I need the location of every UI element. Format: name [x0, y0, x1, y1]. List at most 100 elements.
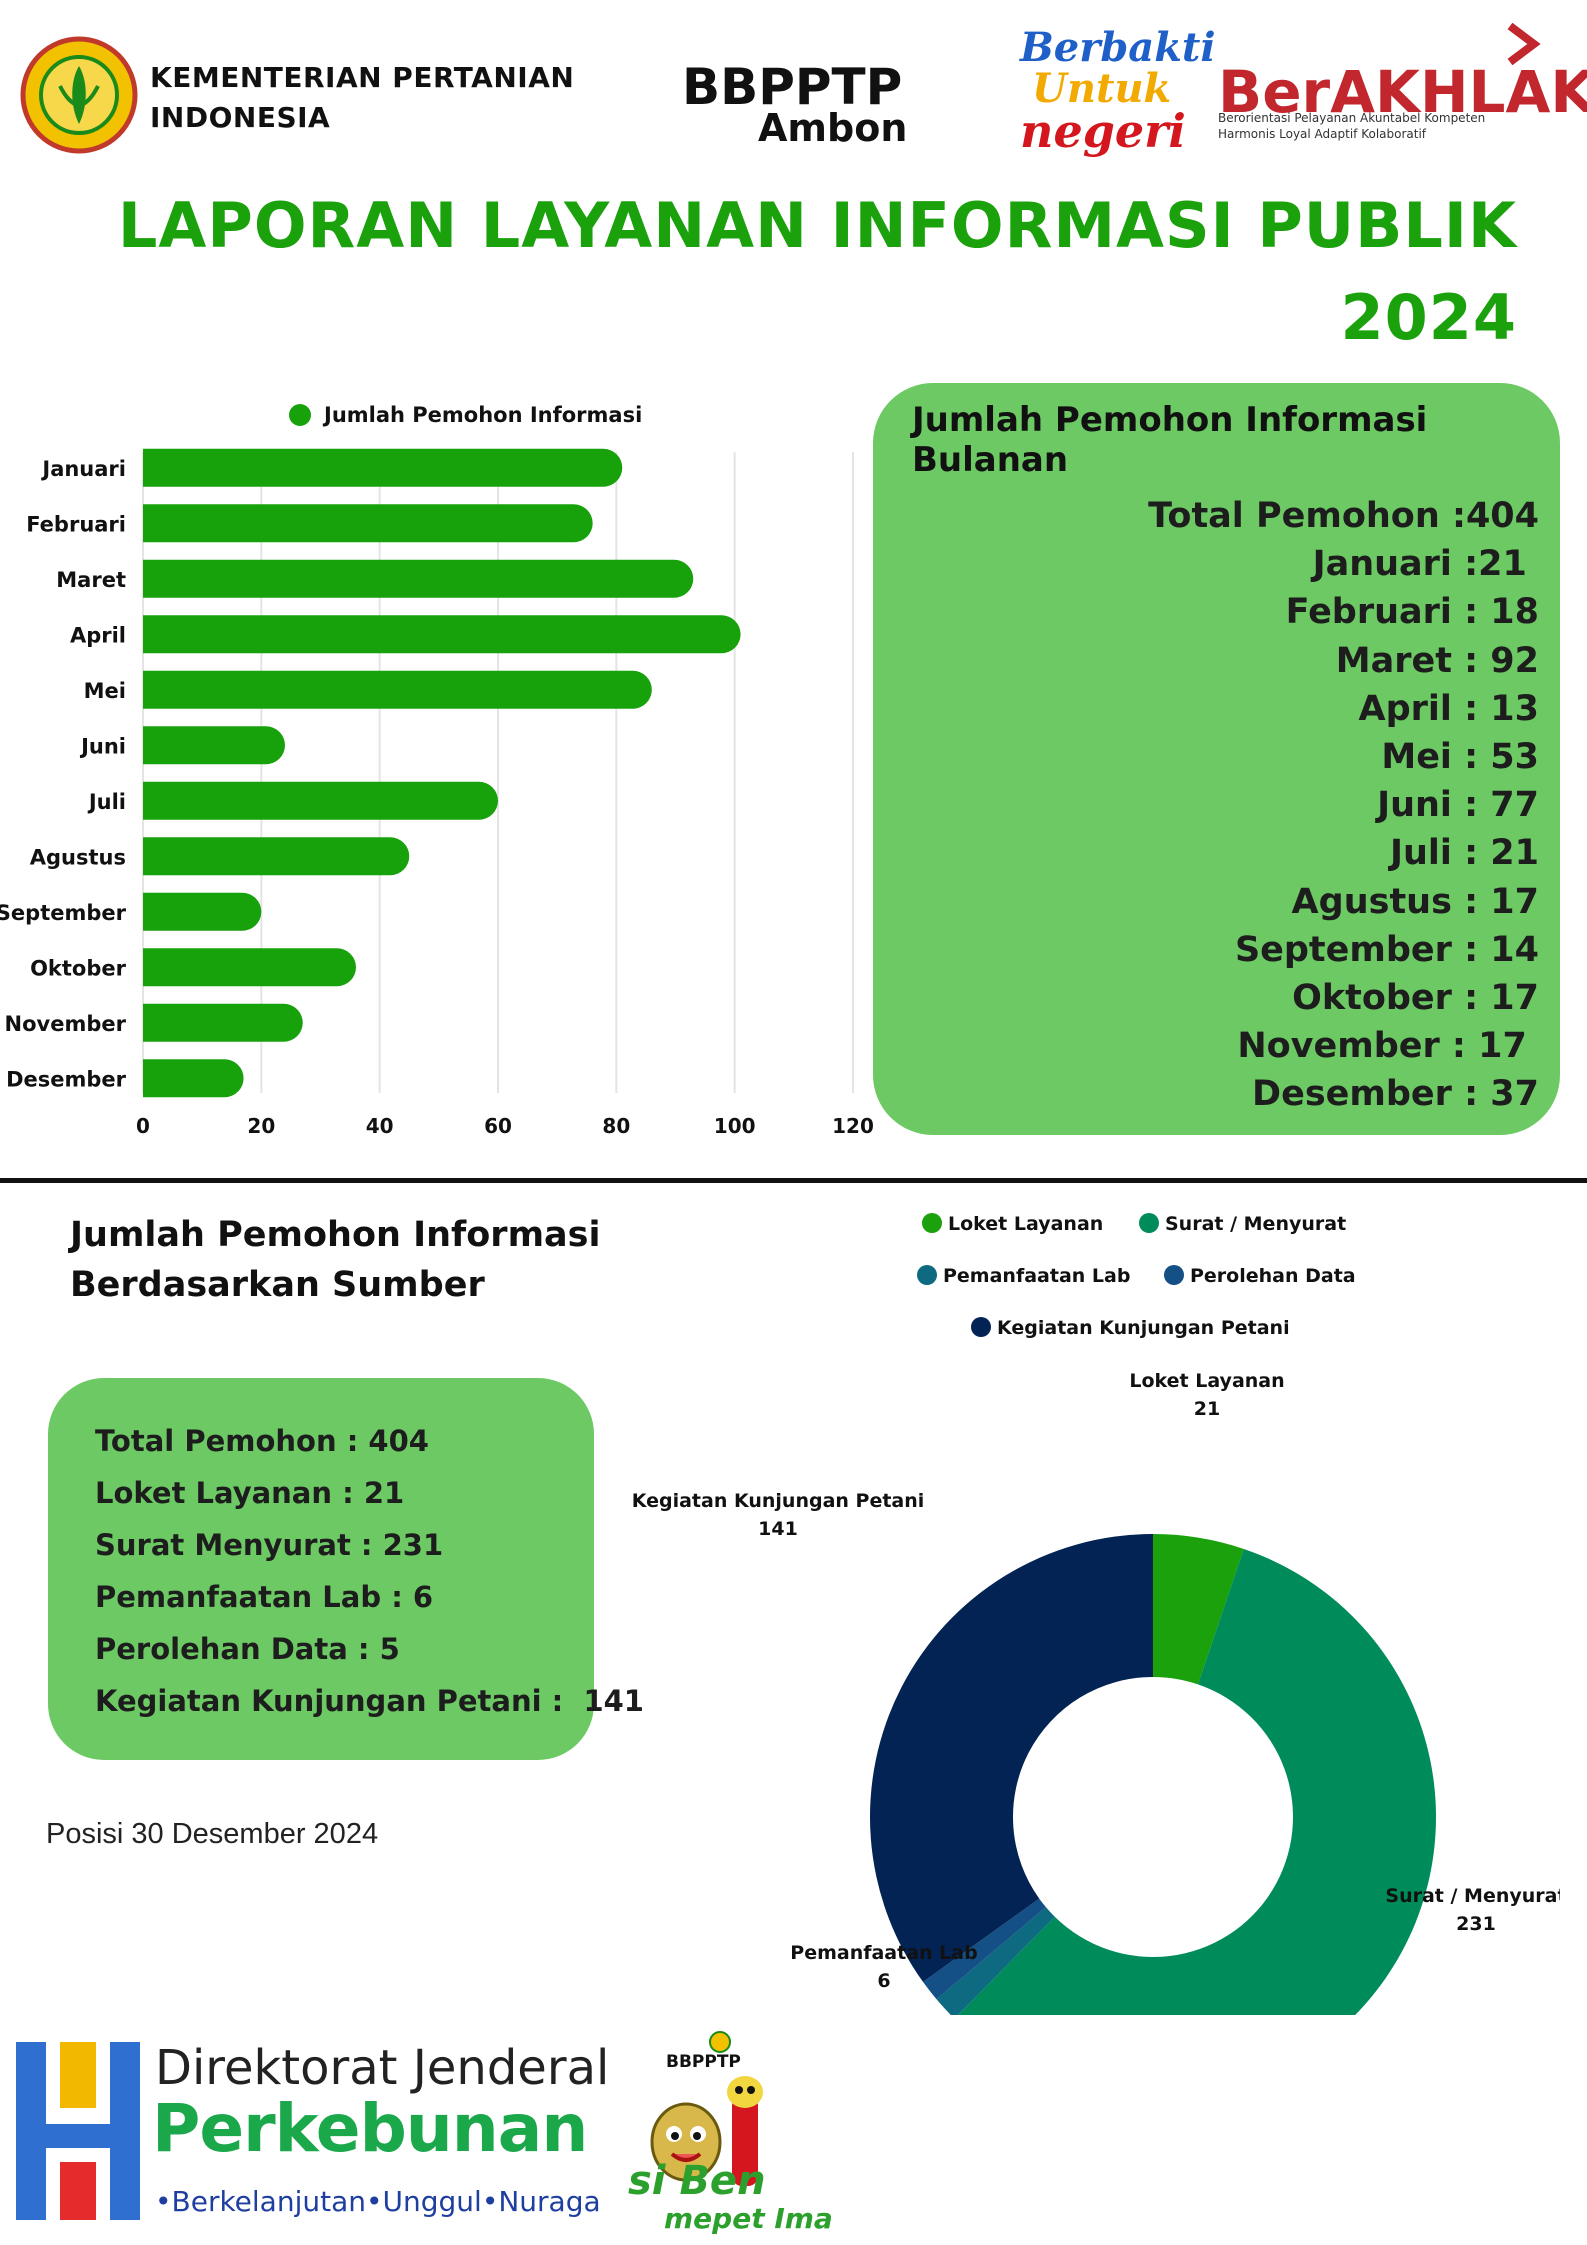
category-label: Desember — [6, 1067, 127, 1091]
monthly-summary-line: April : 13 — [1358, 688, 1539, 729]
donut-slice — [870, 1534, 1153, 1982]
category-label: April — [70, 623, 126, 647]
category-label: November — [5, 1012, 127, 1036]
bar — [143, 1003, 303, 1042]
legend-label: Pemanfaatan Lab — [943, 1265, 1130, 1287]
berakhlak-tagline: Berorientasi Pelayanan Akuntabel Kompete… — [1218, 110, 1485, 142]
org-location: Ambon — [758, 106, 908, 150]
category-label: Januari — [40, 457, 126, 481]
x-tick-label: 40 — [366, 1114, 394, 1138]
bar — [143, 781, 499, 820]
category-label: Juni — [79, 734, 126, 758]
dirjen-tagline: •Berkelanjutan•Unggul•Nuraga — [155, 2185, 601, 2218]
monthly-summary-line: November : 17 — [1237, 1026, 1539, 1067]
category-label: Mei — [84, 679, 126, 703]
dirjen-line2: Perkebunan — [152, 2090, 588, 2167]
x-tick-label: 60 — [484, 1114, 512, 1138]
legend-marker — [917, 1265, 937, 1285]
berbakti-word3: negeri — [1020, 104, 1186, 158]
x-tick-label: 100 — [714, 1114, 756, 1138]
slice-value-label: 6 — [877, 1970, 890, 1992]
monthly-summary-line: Juli : 21 — [1389, 833, 1539, 874]
slice-label: Loket Layanan — [1129, 1370, 1284, 1392]
legend-label: Loket Layanan — [948, 1213, 1103, 1235]
x-tick-label: 20 — [247, 1114, 275, 1138]
bar — [143, 559, 694, 598]
category-label: Oktober — [30, 956, 127, 980]
slice-label: Surat / Menyurat — [1385, 1885, 1560, 1907]
monthly-summary-line: Oktober : 17 — [1292, 978, 1539, 1019]
bar — [143, 1059, 244, 1098]
monthly-summary-line: Maret : 92 — [1335, 640, 1539, 681]
monthly-summary-box — [873, 383, 1560, 1135]
donut-slice — [923, 1898, 1046, 2000]
berakhlak-tagline-2: Harmonis Loyal Adaptif Kolaboratif — [1218, 127, 1427, 141]
category-label: Agustus — [30, 845, 126, 869]
bar — [143, 948, 357, 987]
report-title-year: 2024 — [1340, 281, 1517, 354]
legend-marker — [971, 1317, 991, 1337]
monthly-bar-chart: 0 20 40 60 80 100 120 Jumlah Pemohon Informasi J… — [0, 403, 874, 1138]
slice-label: Kegiatan Kunjungan Petani — [632, 1490, 925, 1512]
position-date-note: Posisi 30 Desember 2024 — [46, 1818, 379, 1850]
berbakti-logo: Berbakti Untuk negeri — [1020, 24, 1216, 158]
mascot-tag: BBPPTP — [666, 2052, 741, 2072]
ministry-logo — [20, 36, 138, 154]
donut-slice — [1153, 1534, 1244, 1685]
source-summary-line: Loket Layanan : 21 — [95, 1476, 405, 1510]
legend-marker — [1164, 1265, 1184, 1285]
source-section-title: Jumlah Pemohon Informasi Berdasarkan Sum… — [70, 1210, 601, 1310]
report-title-line1: LAPORAN LAYANAN INFORMASI PUBLIK — [117, 189, 1517, 262]
donut-slice — [936, 1907, 1055, 2015]
dirjen-line1: Direktorat Jenderal — [155, 2040, 610, 2096]
slice-value-label: 231 — [1456, 1913, 1496, 1935]
source-summary-list: Total Pemohon : 404 Loket Layanan : 21 Sur… — [95, 1415, 644, 1727]
berakhlak-tagline-1: Berorientasi Pelayanan Akuntabel Kompete… — [1218, 111, 1486, 125]
slice-value-label: 141 — [758, 1518, 798, 1540]
legend-label: Perolehan Data — [1190, 1265, 1356, 1287]
berbakti-word2: Untuk — [1032, 65, 1172, 112]
monthly-summary-line: Februari : 18 — [1285, 592, 1539, 633]
bar — [143, 837, 410, 876]
berakhlak-logo: BerAKHLAK — [1218, 58, 1587, 126]
monthly-summary-list: Total Pemohon :404 Januari :21 Februari :… — [1148, 492, 1539, 1119]
x-tick-label: 120 — [832, 1114, 874, 1138]
monthly-summary-line: Mei : 53 — [1381, 737, 1539, 778]
org-name: BBPPTP — [682, 58, 903, 116]
bar — [143, 448, 623, 487]
source-summary-box — [48, 1378, 594, 1760]
bar — [143, 726, 285, 765]
x-tick-label: 0 — [136, 1114, 150, 1138]
ministry-name: KEMENTERIAN PERTANIAN INDONESIA — [150, 58, 574, 138]
slice-label: Pemanfaatan Lab — [790, 1942, 977, 1964]
section-divider — [0, 1178, 1587, 1183]
legend-label: Kegiatan Kunjungan Petani — [997, 1317, 1290, 1339]
source-summary-line: Total Pemohon : 404 — [95, 1424, 429, 1458]
legend-label: Surat / Menyurat — [1165, 1213, 1346, 1235]
monthly-summary-title: Jumlah Pemohon Informasi Bulanan — [912, 400, 1428, 480]
mascot-subtitle: mepet Ima — [664, 2202, 833, 2235]
category-label: Februari — [26, 512, 126, 536]
source-summary-line: Perolehan Data : 5 — [95, 1632, 400, 1666]
bar — [143, 615, 741, 654]
category-label: September — [0, 901, 127, 925]
source-title-line2: Berdasarkan Sumber — [70, 1265, 485, 1305]
ministry-line1: KEMENTERIAN PERTANIAN — [150, 61, 575, 94]
source-summary-line: Surat Menyurat : 231 — [95, 1528, 444, 1562]
x-tick-label: 80 — [602, 1114, 630, 1138]
report-title: LAPORAN LAYANAN INFORMASI PUBLIK 2024 — [118, 180, 1517, 364]
monthly-summary-line: Januari :21 — [1312, 544, 1539, 585]
source-summary-line: Pemanfaatan Lab : 6 — [95, 1580, 434, 1614]
legend-marker — [1139, 1213, 1159, 1233]
category-label: Maret — [56, 568, 126, 592]
berbakti-word1: Berbakti — [1020, 24, 1216, 71]
dirjen-logo — [16, 2042, 140, 2220]
monthly-summary-line: September : 14 — [1234, 929, 1539, 970]
source-title-line1: Jumlah Pemohon Informasi — [70, 1215, 601, 1255]
source-summary-line: Kegiatan Kunjungan Petani : 141 — [95, 1684, 644, 1718]
monthly-summary-line: Desember : 37 — [1252, 1074, 1539, 1115]
bar — [143, 504, 593, 543]
bar — [143, 670, 652, 709]
legend-label: Jumlah Pemohon Informasi — [322, 403, 642, 427]
ministry-line2: INDONESIA — [150, 101, 331, 134]
